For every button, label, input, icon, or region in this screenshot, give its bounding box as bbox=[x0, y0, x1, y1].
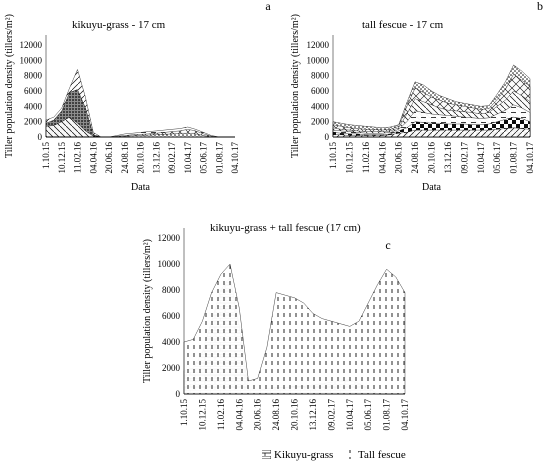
x-tick-label: 10.04.17 bbox=[476, 142, 486, 174]
y-tick-label: 2000 bbox=[162, 363, 181, 373]
x-tick-label: 09.02.17 bbox=[326, 399, 336, 431]
y-tick-label: 8000 bbox=[162, 285, 181, 295]
x-tick-label: 11.02.16 bbox=[361, 142, 371, 174]
legend-swatch bbox=[262, 450, 271, 459]
panel-letter: c bbox=[385, 238, 390, 252]
x-tick-label: 20.10.16 bbox=[136, 142, 146, 174]
x-tick-label: 04.04.16 bbox=[88, 142, 98, 174]
x-tick-label: 11.02.16 bbox=[73, 142, 83, 174]
chart-panel-a: 0 2000 4000 6000 8000 10000 12000 1.10.15 10.12.… bbox=[4, 0, 271, 193]
y-axis-title: Tiller population density (tillers/m²) bbox=[142, 239, 153, 383]
y-tick-label: 10000 bbox=[307, 55, 330, 65]
y-tick-label: 4000 bbox=[162, 337, 181, 347]
x-tick-label: 13.12.16 bbox=[308, 399, 318, 431]
chart-panel-c: 0 2000 4000 6000 8000 10000 12000 1.10.15 10.12.… bbox=[142, 222, 410, 461]
chart-title: tall fescue - 17 cm bbox=[362, 19, 444, 31]
legend-label: Tall fescue bbox=[358, 449, 406, 461]
x-tick-label: 24.08.16 bbox=[120, 142, 130, 174]
x-tick-label: 20.10.16 bbox=[427, 142, 437, 174]
x-tick-label: 05.06.17 bbox=[363, 399, 373, 431]
x-tick-label: 09.02.17 bbox=[459, 142, 469, 174]
panel-letter: a bbox=[265, 0, 271, 13]
y-tick-label: 6000 bbox=[162, 311, 181, 321]
chart-title: kikuyu-grass - 17 cm bbox=[72, 19, 166, 31]
y-tick-label: 12000 bbox=[307, 40, 330, 50]
x-tick-label: 20.06.16 bbox=[394, 142, 404, 174]
x-tick-label: 01.08.17 bbox=[214, 142, 224, 174]
x-tick-label: 24.08.16 bbox=[410, 142, 420, 174]
series-area-tall-fescue bbox=[183, 263, 406, 395]
y-tick-label: 6000 bbox=[311, 86, 330, 96]
chart-panel-b: 0 2000 4000 6000 8000 10000 12000 1.10.15 10.12.… bbox=[290, 0, 543, 193]
y-tick-label: 6000 bbox=[24, 86, 43, 96]
y-axis-title: Tiller population density (tillers/m²) bbox=[4, 14, 15, 158]
legend-label: Kikuyu-grass bbox=[274, 449, 333, 461]
x-tick-label: 04.04.16 bbox=[234, 399, 244, 431]
x-tick-label: 20.10.16 bbox=[290, 399, 300, 431]
x-tick-label: 10.04.17 bbox=[183, 142, 193, 174]
legend: Kikuyu-grass Tall fescue bbox=[262, 449, 406, 461]
legend-swatch bbox=[346, 450, 355, 459]
x-tick-label: 04.04.16 bbox=[377, 142, 387, 174]
x-tick-label: 13.12.16 bbox=[151, 142, 161, 174]
y-tick-label: 10000 bbox=[20, 55, 43, 65]
x-axis-title: Data bbox=[131, 182, 150, 193]
x-tick-label: 05.06.17 bbox=[199, 142, 209, 174]
series-area-6 bbox=[332, 127, 531, 138]
x-tick-label: 10.04.17 bbox=[345, 399, 355, 431]
x-tick-label: 1.10.15 bbox=[328, 142, 338, 170]
y-tick-label: 12000 bbox=[20, 40, 43, 50]
y-tick-label: 10000 bbox=[158, 259, 181, 269]
x-tick-label: 01.08.17 bbox=[382, 399, 392, 431]
x-axis-title: Data bbox=[422, 182, 441, 193]
y-tick-label: 0 bbox=[325, 132, 330, 142]
x-tick-label: 20.06.16 bbox=[253, 399, 263, 431]
y-tick-label: 4000 bbox=[24, 101, 43, 111]
y-tick-label: 12000 bbox=[158, 233, 181, 243]
x-tick-label: 04.10.17 bbox=[400, 399, 410, 431]
x-tick-label: 1.10.15 bbox=[179, 399, 189, 427]
x-tick-label: 04.10.17 bbox=[525, 142, 535, 174]
y-axis-title: Tiller population density (tillers/m²) bbox=[290, 14, 301, 158]
y-tick-label: 2000 bbox=[24, 117, 43, 127]
x-tick-label: 11.02.16 bbox=[216, 399, 226, 431]
y-tick-label: 0 bbox=[38, 132, 43, 142]
y-tick-label: 4000 bbox=[311, 101, 330, 111]
panel-letter: b bbox=[537, 0, 543, 13]
y-tick-label: 0 bbox=[176, 389, 181, 399]
y-tick-label: 8000 bbox=[24, 71, 43, 81]
x-tick-label: 24.08.16 bbox=[271, 399, 281, 431]
x-tick-label: 10.12.15 bbox=[197, 399, 207, 431]
x-tick-label: 13.12.16 bbox=[443, 142, 453, 174]
x-tick-label: 20.06.16 bbox=[104, 142, 114, 174]
chart-title: kikuyu-grass + tall fescue (17 cm) bbox=[210, 222, 361, 234]
x-tick-label: 10.12.15 bbox=[57, 142, 67, 174]
x-tick-label: 04.10.17 bbox=[230, 142, 240, 174]
x-tick-label: 10.12.15 bbox=[344, 142, 354, 174]
x-tick-label: 09.02.17 bbox=[167, 142, 177, 174]
x-tick-label: 1.10.15 bbox=[41, 142, 51, 170]
y-tick-label: 2000 bbox=[311, 117, 330, 127]
y-tick-label: 8000 bbox=[311, 71, 330, 81]
x-tick-label: 01.08.17 bbox=[509, 142, 519, 174]
x-tick-label: 05.06.17 bbox=[492, 141, 502, 173]
